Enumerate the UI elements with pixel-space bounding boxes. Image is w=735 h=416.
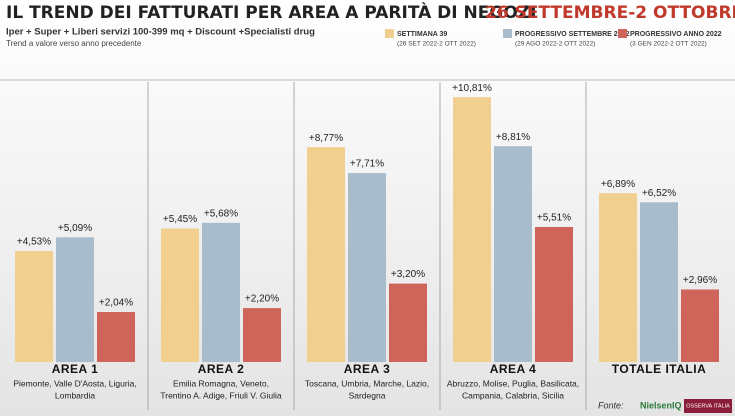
bar (389, 283, 427, 362)
bar (307, 147, 345, 362)
bar (348, 173, 386, 362)
region-label: Sardegna (349, 390, 386, 400)
value-label: +6,52% (642, 188, 676, 199)
bar (202, 222, 240, 362)
bar (494, 146, 532, 362)
chart-period: 26 SETTEMBRE-2 OTTOBRE 2022 (485, 3, 735, 23)
legend-swatch (503, 29, 512, 38)
value-label: +2,20% (245, 294, 279, 305)
bar (97, 312, 135, 362)
category-label: AREA 4 (490, 362, 537, 376)
region-label: Trentino A. Adige, Friuli V. Giulia (160, 390, 282, 400)
category-label: AREA 3 (344, 362, 391, 376)
value-label: +2,04% (99, 298, 133, 309)
value-label: +8,77% (309, 133, 343, 144)
note: Trend a valore verso anno precedente (6, 39, 142, 48)
value-label: +7,71% (350, 159, 384, 170)
region-label: Emilia Romagna, Veneto, (173, 378, 269, 388)
legend-swatch (385, 29, 394, 38)
source-badge (684, 399, 732, 413)
region-label: Campania, Calabria, Sicilia (462, 390, 564, 400)
value-label: +5,68% (204, 208, 238, 219)
bar (681, 289, 719, 362)
value-label: +5,45% (163, 214, 197, 225)
bar (535, 227, 573, 362)
bar (453, 97, 491, 362)
value-label: +3,20% (391, 269, 425, 280)
chart-title: IL TREND DEI FATTURATI PER AREA A PARITÀ… (6, 1, 536, 23)
value-label: +5,09% (58, 223, 92, 234)
region-label: Abruzzo, Molise, Puglia, Basilicata, (447, 378, 579, 388)
category-label: TOTALE ITALIA (612, 362, 707, 376)
bar (640, 202, 678, 362)
bar (161, 228, 199, 362)
legend-period: (29 AGO 2022-2 OTT 2022) (515, 41, 595, 48)
category-label: AREA 2 (198, 362, 245, 376)
category-label: AREA 1 (52, 362, 99, 376)
value-label: +4,53% (17, 237, 51, 248)
region-label: Toscana, Umbria, Marche, Lazio, (305, 378, 429, 388)
region-label: Lombardia (55, 390, 95, 400)
value-label: +10,81% (452, 83, 492, 94)
region-label: Piemonte, Valle D'Aosta, Liguria, (13, 378, 136, 388)
legend-label: PROGRESSIVO SETTEMBRE 2022 (515, 31, 629, 38)
legend-label: SETTIMANA 39 (397, 31, 447, 38)
source-label: Fonte: (598, 400, 624, 410)
subtitle: Iper + Super + Liberi servizi 100-399 mq… (6, 27, 315, 38)
bar (56, 237, 94, 362)
bar (15, 251, 53, 362)
legend-period: (3 GEN 2022-2 OTT 2022) (630, 41, 707, 48)
legend-swatch (618, 29, 627, 38)
value-label: +2,96% (683, 275, 717, 286)
legend-label: PROGRESSIVO ANNO 2022 (630, 31, 722, 38)
value-label: +8,81% (496, 132, 530, 143)
source: NielsenIQ (640, 400, 682, 410)
source: OSSERVA ITALIA (686, 403, 730, 409)
value-label: +5,51% (537, 213, 571, 224)
value-label: +6,89% (601, 179, 635, 190)
legend-period: (26 SET 2022-2 OTT 2022) (397, 41, 476, 48)
bar (243, 308, 281, 362)
bar (599, 193, 637, 362)
